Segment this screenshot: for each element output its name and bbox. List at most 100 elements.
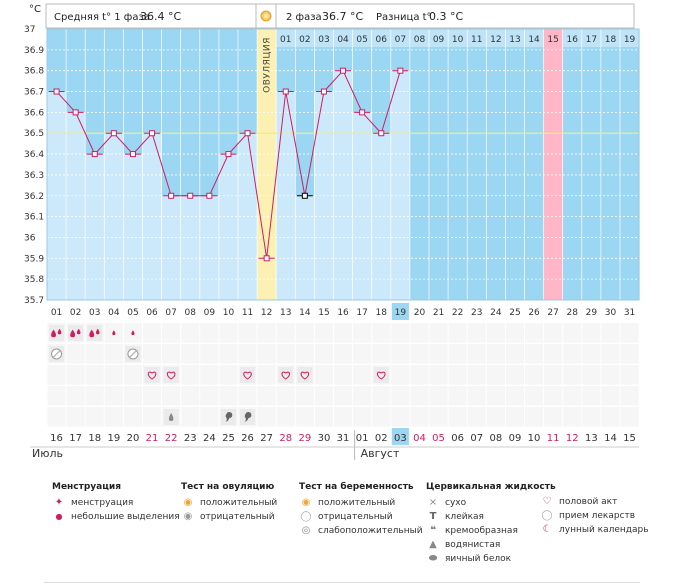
heart-icon [281, 371, 290, 380]
cycle-day-label: 17 [356, 308, 367, 318]
calendar-date: 12 [566, 433, 579, 444]
cycle-day-label: 04 [108, 308, 120, 318]
cycle-day-label: 13 [280, 308, 291, 318]
y-tick-label: 36.1 [24, 213, 44, 223]
highlight-column [543, 29, 563, 300]
cycle-day-label: 20 [414, 308, 426, 318]
cycle-day-label: 06 [146, 308, 158, 318]
y-tick-label: 35.9 [24, 254, 44, 264]
heart-icon: ♡ [542, 496, 552, 507]
calendar-date: 10 [528, 433, 541, 444]
heart-icon [243, 371, 252, 380]
cycle-day-label: 31 [624, 308, 635, 318]
temp-point [206, 192, 213, 199]
y-tick-label: 36.9 [24, 46, 44, 56]
symbol-grid [46, 323, 640, 428]
legend-pregnancy-test: Тест на беременность ◉ положительный ◯ отр… [299, 482, 423, 538]
heart-icon [377, 371, 386, 380]
temp-bar [276, 91, 296, 301]
creamy-icon [225, 412, 233, 422]
symbol-row [47, 323, 640, 343]
legend: Менструация ✦ менструация ● небольшие выде… [44, 476, 649, 583]
y-tick-label: 35.8 [24, 275, 44, 285]
cycle-day-label: 16 [337, 308, 349, 318]
watery-icon [168, 413, 174, 421]
ovulation-column [257, 29, 277, 300]
calendar-date: 16 [50, 433, 63, 444]
legend-menstruation: Менструация ✦ менструация ● небольшие выде… [52, 482, 180, 524]
phase2-day-label: 13 [509, 35, 520, 45]
legend-item-medication: прием лекарств [559, 511, 636, 521]
heart-icon [166, 371, 176, 380]
calendar-date: 31 [337, 433, 350, 444]
calendar-date: 15 [623, 433, 636, 444]
cycle-day-label: 26 [528, 308, 540, 318]
cycle-day-label: 08 [185, 308, 197, 318]
legend-item-dry: сухо [445, 498, 467, 508]
cycle-day-label: 02 [70, 308, 81, 318]
cycle-day-label: 19 [395, 308, 407, 318]
cycle-day-label: 21 [433, 308, 444, 318]
temp-point [91, 151, 98, 158]
cycle-day-label: 05 [127, 308, 138, 318]
symbol-cell [68, 325, 84, 341]
symbol-row [47, 344, 640, 364]
phase2-day-label: 17 [586, 35, 597, 45]
cycle-day-label: 29 [586, 308, 598, 318]
heart-icon [300, 371, 310, 380]
phase2-day-label: 16 [567, 35, 579, 45]
phase2-label: 2 фаза [286, 12, 322, 23]
temp-bar [66, 112, 86, 300]
phase2-day-label: 01 [280, 35, 291, 45]
cycle-day-label: 27 [547, 308, 558, 318]
temp-point [301, 192, 308, 199]
symbol-cell [240, 367, 256, 383]
blood-drop-icon [112, 330, 116, 336]
legend-item-pregnancy-weak: слабоположительный [318, 526, 423, 536]
temp-point [72, 109, 79, 116]
legend-item-pregnancy-negative: отрицательный [318, 512, 393, 522]
legend-title-cervical: Цервикальная жидкость [426, 482, 556, 492]
blood-drop-icon [57, 328, 62, 335]
calendar-date: 06 [451, 433, 464, 444]
phase2-day-label: 03 [318, 35, 329, 45]
cross-icon: × [428, 497, 438, 508]
phase2-day-label: 08 [414, 35, 426, 45]
calendar-date: 09 [509, 433, 522, 444]
legend-item-egg-white: яичный белок [445, 554, 512, 564]
blood-drop-icon [51, 329, 57, 338]
legend-item-pregnancy-positive: положительный [318, 498, 396, 508]
cycle-day-label: 11 [242, 308, 253, 318]
blood-drop-icon [70, 329, 76, 338]
cycle-day-label: 15 [318, 308, 329, 318]
calendar-date: 11 [547, 433, 560, 444]
comma-icon: ❝ [430, 525, 436, 536]
y-axis-ticks: 37 36.9 36.8 36.7 36.6 36.5 36.4 36.3 36.2 36.1 36… [24, 25, 44, 306]
blood-drop-icon [95, 328, 100, 335]
temp-point [53, 88, 60, 95]
phase1-label: Средняя t° 1 фаза [54, 12, 150, 23]
cycle-day-label: 22 [452, 308, 463, 318]
cycle-day-labels: 01 02 03 04 05 06 07 08 09 10 11 12 13 14 15 16 17 18 19 01… [51, 35, 636, 320]
temp-point [110, 130, 117, 137]
symbol-cell [87, 325, 103, 341]
temp-point [149, 130, 156, 137]
calendar-date: 04 [413, 433, 426, 444]
calendar-row: 16 17 18 19 20 21 22 23 24 25 26 27 28 29 30 31 01 02 03 04… [30, 428, 640, 460]
legend-item-sticky: клейкая [445, 512, 484, 522]
temp-bar [104, 133, 124, 300]
phase2-day-label: 10 [452, 35, 464, 45]
y-tick-label: 35.7 [24, 296, 44, 306]
symbol-row [47, 407, 640, 427]
legend-other: ♡ половой акт ◯ прием лекарств ☾ лунный кал… [540, 495, 648, 537]
phase2-day-label: 02 [299, 35, 310, 45]
creamy-icon [244, 412, 252, 422]
plot-area: ОВУЛЯЦИЯ [46, 28, 640, 301]
preg-negative-icon: ◯ [300, 511, 312, 522]
calendar-date: 24 [203, 433, 216, 444]
temp-bar [295, 195, 315, 300]
moon-icon: ☾ [542, 524, 552, 535]
phase2-day-label: 15 [547, 35, 558, 45]
calendar-date: 03 [394, 433, 407, 444]
